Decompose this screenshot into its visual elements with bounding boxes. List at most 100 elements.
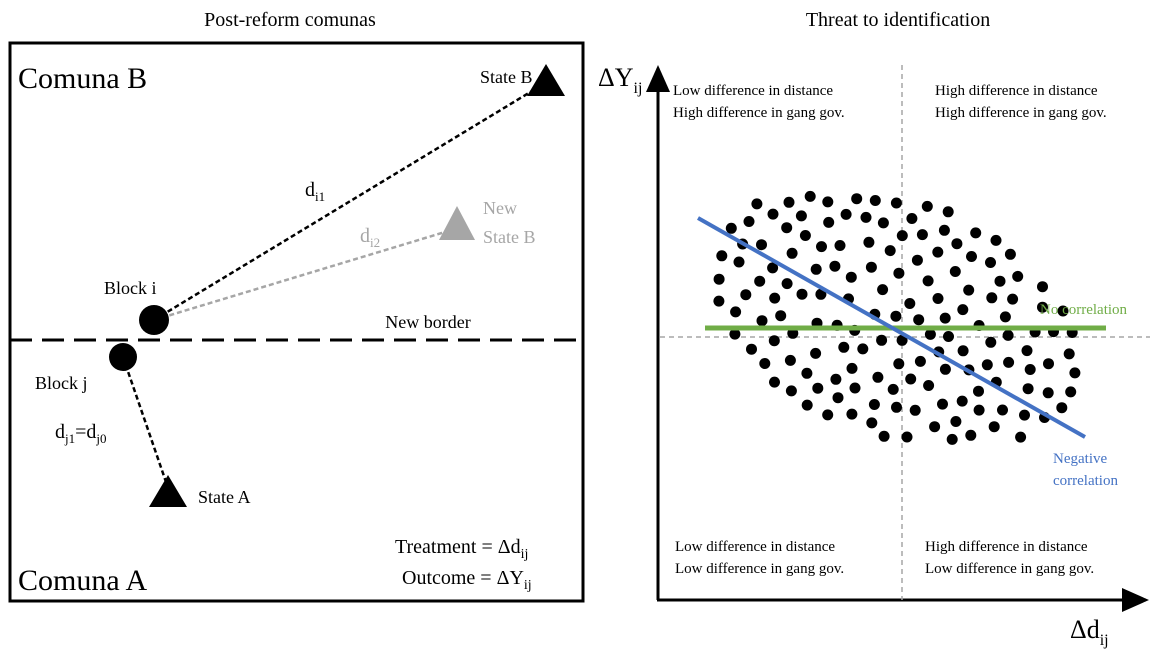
dot (914, 355, 926, 367)
dot (781, 222, 793, 234)
dot (929, 421, 941, 433)
dot (970, 227, 982, 239)
dot (1012, 270, 1024, 282)
dot (716, 250, 728, 262)
text-part: Outcome = ΔY (402, 567, 524, 589)
dot (1037, 281, 1048, 293)
dot (890, 197, 902, 209)
dot (769, 376, 780, 388)
dot (1042, 387, 1054, 399)
dot (740, 289, 752, 301)
text-part: i1 (315, 189, 325, 204)
dot (887, 383, 899, 395)
dot (730, 306, 742, 318)
dot (923, 380, 935, 391)
legend-text: Treatment = Δdij (395, 536, 528, 562)
quadrant-label: Low difference in gang gov. (675, 561, 844, 577)
distance-line (153, 230, 446, 322)
dot (956, 395, 968, 407)
dot (759, 358, 771, 369)
dot (1065, 386, 1077, 398)
dot (1069, 367, 1081, 379)
dot (865, 261, 877, 273)
block-icon (109, 343, 137, 371)
dot (986, 292, 998, 304)
map-frame (8, 41, 585, 603)
text-part: ij (521, 547, 529, 562)
dot (988, 421, 1000, 433)
dot (863, 236, 875, 248)
border-label: New border (385, 312, 470, 332)
dot (767, 262, 779, 274)
dot (751, 198, 763, 210)
dot (938, 224, 950, 236)
dot (804, 190, 816, 202)
dot (1021, 345, 1033, 357)
dot (916, 229, 928, 241)
dot (877, 284, 889, 296)
distance-label: dj1=dj0 (55, 421, 107, 446)
dot (922, 275, 934, 287)
text-part: d (360, 225, 370, 247)
dot (896, 230, 908, 242)
dot (909, 404, 921, 416)
text-part: d (305, 179, 315, 201)
dot (1043, 358, 1054, 370)
dot (810, 263, 822, 275)
dot (1015, 431, 1027, 443)
dot (973, 385, 984, 397)
state-icon (527, 64, 565, 96)
dot (781, 278, 793, 290)
dot (932, 246, 944, 258)
dot (845, 271, 857, 283)
state-label: State A (198, 487, 251, 507)
dot (799, 230, 811, 241)
dot (1004, 248, 1016, 260)
text-part: ij (524, 578, 532, 593)
dot (893, 267, 905, 279)
dot (746, 343, 757, 355)
dot (743, 216, 755, 227)
dot (822, 409, 834, 421)
dot (946, 433, 958, 445)
dot (1007, 293, 1019, 305)
dot (878, 430, 890, 442)
dot (906, 213, 918, 224)
dot (851, 193, 863, 205)
dot (838, 341, 850, 353)
dot (784, 354, 796, 366)
dot (860, 211, 872, 223)
dot (973, 404, 985, 416)
dot (1057, 305, 1069, 317)
dot (957, 345, 969, 357)
dot (905, 373, 917, 385)
scatter-dots (713, 190, 1081, 445)
quadrant-label: Low difference in gang gov. (925, 561, 1094, 577)
text-part: =d (75, 421, 96, 443)
text-part: j0 (95, 431, 106, 446)
dot (877, 217, 889, 229)
dot (1003, 356, 1015, 368)
state-icon (149, 475, 187, 507)
dot (921, 200, 933, 212)
text-part: d (55, 421, 65, 443)
block-icon (139, 305, 169, 335)
dot (904, 298, 916, 309)
dot (769, 292, 781, 304)
dot (937, 398, 948, 410)
line-label: No correlation (1040, 302, 1128, 318)
dot (713, 273, 725, 285)
negative-correlation-line (697, 216, 1086, 439)
dot (985, 257, 996, 268)
dot (893, 358, 905, 370)
dot (942, 206, 954, 218)
dot (911, 254, 923, 266)
quadrant-label: Low difference in distance (673, 83, 833, 99)
dot (801, 367, 813, 379)
quadrant-label: High difference in gang gov. (935, 105, 1107, 121)
dot (768, 335, 780, 347)
dot (884, 245, 896, 257)
dot (840, 208, 852, 220)
axis-label: ΔYij (598, 63, 642, 97)
